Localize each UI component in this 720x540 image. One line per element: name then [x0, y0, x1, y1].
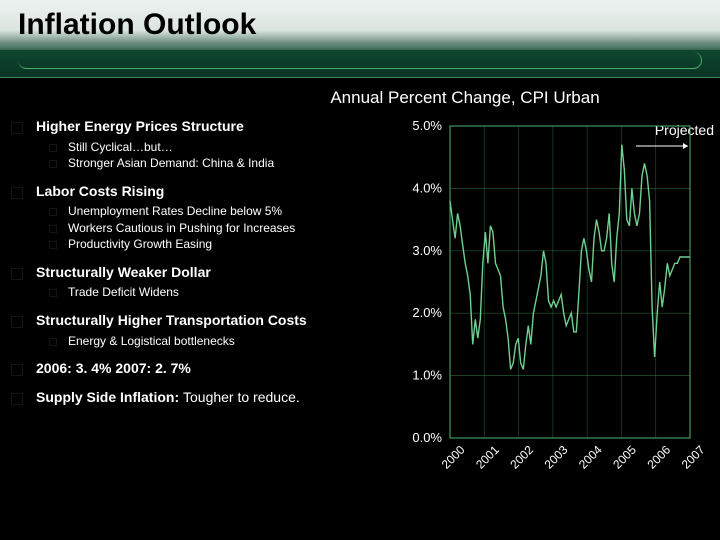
- bullet-l2-text: Productivity Growth Easing: [68, 237, 212, 253]
- cpi-line-chart: 0.0% 1.0% 2.0% 3.0% 4.0% 5.0% 2000200120022003…: [398, 118, 706, 513]
- svg-text:2000: 2000: [439, 443, 468, 472]
- bullet-l2-text: Workers Cautious in Pushing for Increase…: [68, 221, 295, 237]
- square-bullet-icon: [12, 365, 22, 375]
- bullet-l2-text: Energy & Logistical bottlenecks: [68, 334, 235, 350]
- slide-title: Inflation Outlook: [18, 8, 702, 42]
- bullet-l2-text: Trade Deficit Widens: [68, 285, 179, 301]
- svg-text:2001: 2001: [473, 443, 502, 472]
- square-bullet-icon: [50, 290, 56, 296]
- square-bullet-icon: [12, 317, 22, 327]
- bullet-l1: Labor Costs Rising: [10, 183, 380, 201]
- bullet-l1-text: Structurally Weaker Dollar: [36, 264, 211, 282]
- bullet-l1-text: Higher Energy Prices Structure: [36, 118, 244, 136]
- square-bullet-icon: [12, 394, 22, 404]
- square-bullet-icon: [12, 188, 22, 198]
- square-bullet-icon: [12, 123, 22, 133]
- svg-text:4.0%: 4.0%: [412, 180, 442, 195]
- bullet-l1-text: Supply Side Inflation: Tougher to reduce…: [36, 389, 300, 407]
- svg-text:1.0%: 1.0%: [412, 368, 442, 383]
- square-bullet-icon: [50, 339, 56, 345]
- bullet-l2: Still Cyclical…but…: [50, 140, 380, 156]
- bullet-l2: Trade Deficit Widens: [50, 285, 380, 301]
- bullet-l2-text: Still Cyclical…but…: [68, 140, 173, 156]
- bullet-l2: Workers Cautious in Pushing for Increase…: [50, 221, 380, 237]
- svg-text:3.0%: 3.0%: [412, 243, 442, 258]
- bullet-l2-text: Unemployment Rates Decline below 5%: [68, 204, 282, 220]
- svg-text:2004: 2004: [576, 443, 605, 472]
- bullet-l1: Supply Side Inflation: Tougher to reduce…: [10, 389, 380, 407]
- svg-text:2005: 2005: [610, 443, 639, 472]
- bullet-l2: Productivity Growth Easing: [50, 237, 380, 253]
- bullet-l2: Unemployment Rates Decline below 5%: [50, 204, 380, 220]
- svg-text:2003: 2003: [542, 443, 571, 472]
- bullet-l1: 2006: 3. 4% 2007: 2. 7%: [10, 360, 380, 378]
- svg-text:2006: 2006: [644, 443, 673, 472]
- square-bullet-icon: [50, 226, 56, 232]
- bullet-l2: Energy & Logistical bottlenecks: [50, 334, 380, 350]
- svg-text:2002: 2002: [507, 443, 536, 472]
- square-bullet-icon: [50, 209, 56, 215]
- square-bullet-icon: [50, 242, 56, 248]
- svg-text:5.0%: 5.0%: [412, 118, 442, 133]
- bullet-l1: Structurally Weaker Dollar: [10, 264, 380, 282]
- bullet-l2-text: Stronger Asian Demand: China & India: [68, 156, 274, 172]
- square-bullet-icon: [50, 145, 56, 151]
- bullet-l1: Higher Energy Prices Structure: [10, 118, 380, 136]
- svg-text:2.0%: 2.0%: [412, 305, 442, 320]
- chart-title: Annual Percent Change, CPI Urban: [0, 88, 720, 108]
- bullet-l1-text: Labor Costs Rising: [36, 183, 164, 201]
- bullet-list: Higher Energy Prices Structure Still Cycl…: [10, 118, 380, 417]
- bullet-l1-text: Structurally Higher Transportation Costs: [36, 312, 307, 330]
- svg-text:0.0%: 0.0%: [412, 430, 442, 445]
- svg-text:2007: 2007: [679, 443, 706, 472]
- bullet-l2: Stronger Asian Demand: China & India: [50, 156, 380, 172]
- bullet-l1: Structurally Higher Transportation Costs: [10, 312, 380, 330]
- bullet-l1-text: 2006: 3. 4% 2007: 2. 7%: [36, 360, 191, 378]
- square-bullet-icon: [50, 161, 56, 167]
- square-bullet-icon: [12, 269, 22, 279]
